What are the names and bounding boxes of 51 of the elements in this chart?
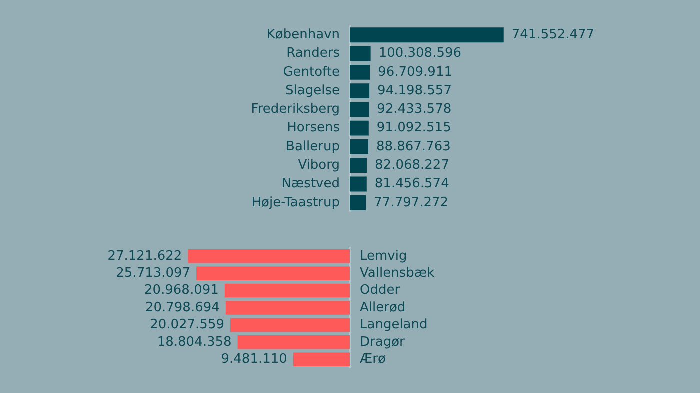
bar <box>350 195 366 210</box>
data-label: 27.121.622 <box>108 248 182 264</box>
data-label: 91.092.515 <box>376 120 452 136</box>
y-tick-label: Høje-Taastrup <box>252 195 340 210</box>
y-tick-label: Ærø <box>360 352 386 367</box>
y-tick-label: Slagelse <box>286 83 340 98</box>
bar <box>226 301 350 315</box>
data-label: 25.713.097 <box>116 266 191 281</box>
y-tick-label: Viborg <box>298 158 340 173</box>
y-tick-label: Lemvig <box>360 248 408 264</box>
data-label: 96.709.911 <box>378 64 453 80</box>
bar <box>350 120 369 136</box>
data-label: 88.867.763 <box>376 139 451 154</box>
bar <box>350 140 368 154</box>
data-label: 20.027.559 <box>150 318 224 333</box>
y-tick-label: Gentofte <box>283 64 340 80</box>
y-tick-label: Allerød <box>360 300 406 316</box>
data-label: 81.456.574 <box>374 176 450 192</box>
bar <box>350 46 371 62</box>
y-tick-label: Dragør <box>360 334 406 350</box>
bar <box>350 176 367 192</box>
data-label: 77.797.272 <box>374 195 449 210</box>
y-tick-label: Næstved <box>282 176 340 192</box>
bar <box>224 284 350 298</box>
y-tick-label: Vallensbæk <box>360 266 436 281</box>
y-tick-label: Horsens <box>287 120 340 136</box>
y-tick-label: København <box>266 27 340 42</box>
data-label: 92.433.578 <box>377 102 452 118</box>
data-label: 9.481.110 <box>221 352 288 367</box>
bar <box>293 352 350 366</box>
y-tick-label: Odder <box>360 283 401 298</box>
data-label: 82.068.227 <box>375 158 450 173</box>
y-tick-label: Frederiksberg <box>251 102 340 118</box>
bar <box>350 84 370 98</box>
bar <box>350 64 370 80</box>
data-label: 20.798.694 <box>145 300 220 316</box>
data-label: 18.804.358 <box>157 334 232 350</box>
y-tick-label: Randers <box>286 46 340 62</box>
data-label: 94.198.557 <box>378 83 452 98</box>
data-label: 20.968.091 <box>144 283 219 298</box>
bar <box>188 250 350 264</box>
y-tick-label: Ballerup <box>286 139 340 154</box>
bar <box>350 28 504 43</box>
bar <box>350 102 370 118</box>
bar <box>238 336 350 350</box>
bar <box>196 266 350 280</box>
data-label: 100.308.596 <box>378 46 462 62</box>
data-label: 741.552.477 <box>512 27 595 42</box>
y-tick-label: Langeland <box>360 318 428 333</box>
bar <box>230 318 350 332</box>
bar <box>350 158 368 174</box>
